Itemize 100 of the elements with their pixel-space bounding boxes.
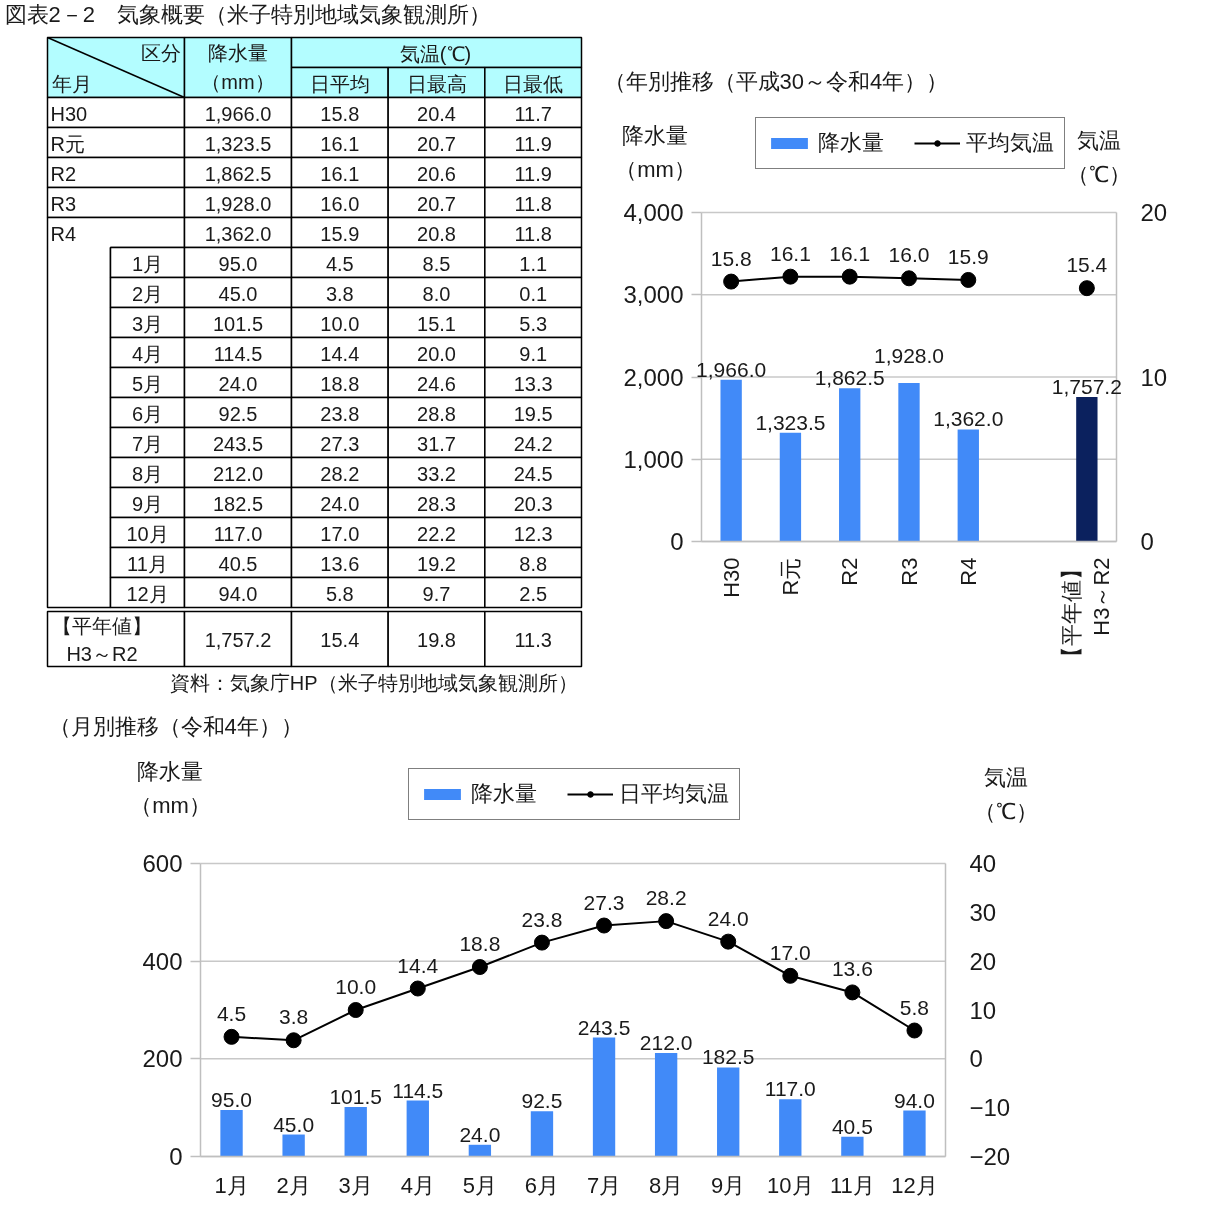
data-label: 114.5 — [392, 1078, 444, 1102]
data-label: 95.0 — [218, 252, 258, 275]
data-label: 40.5 — [218, 552, 258, 575]
x-tick-label: 5月 — [462, 1172, 498, 1198]
y2-tick-label: 40 — [969, 850, 997, 877]
legend-label: 降水量 — [470, 780, 537, 808]
legend-label: 日平均気温 — [618, 780, 729, 808]
data-label: 15.8 — [710, 246, 752, 270]
y2-tick-label: 3月 — [131, 312, 164, 335]
bar — [717, 1067, 740, 1157]
x-tick-label: 2月 — [276, 1172, 311, 1198]
data-label: 114.5 — [213, 342, 263, 365]
data-label: 19.5 — [513, 402, 553, 425]
y-tick-label: 4,000 — [623, 199, 684, 226]
point — [906, 1022, 923, 1039]
y-axis-title: 降水量（mm） — [130, 759, 211, 818]
y2-axis-title: 気温（℃） — [973, 765, 1038, 824]
data-label: 0.1 — [519, 282, 548, 305]
bar — [903, 1110, 926, 1157]
data-label: 1,362.0 — [933, 407, 1004, 431]
data-label: 17.0 — [769, 940, 811, 964]
x-tick-label: 10月 — [767, 1172, 814, 1198]
y2-axis-title: 気温（℃） — [1066, 128, 1131, 187]
data-label: 20.7 — [417, 132, 456, 155]
data-label: 1,862.5 — [814, 366, 885, 390]
data-label: 5.8 — [325, 582, 354, 605]
data-label: 45.0 — [218, 282, 258, 305]
y2-tick-label: 1月 — [131, 252, 164, 275]
data-label: 14.4 — [320, 342, 360, 365]
data-label: 1,928.0 — [873, 344, 945, 368]
data-label: 16.0 — [320, 192, 360, 215]
x-tick-label: 1月 — [214, 1172, 249, 1198]
data-label: 92.5 — [521, 1089, 563, 1113]
data-label: 17.0 — [320, 522, 360, 545]
data-label: 13.3 — [513, 372, 553, 395]
data-label: 101.5 — [329, 1084, 382, 1108]
point — [223, 1028, 240, 1045]
data-label: 8.0 — [422, 282, 451, 305]
x-tick-label: 9月 — [711, 1172, 746, 1198]
data-label: 20.6 — [417, 162, 456, 185]
data-label: 28.3 — [417, 492, 456, 515]
data-label: 1,966.0 — [696, 357, 767, 381]
y2-tick-label: 10 — [969, 996, 997, 1024]
data-label: 9.7 — [422, 582, 451, 605]
y-axis-title: 年月 — [51, 72, 92, 95]
data-label: 182.5 — [701, 1045, 755, 1069]
data-label: 28.8 — [417, 402, 456, 425]
data-label: 11.8 — [514, 192, 552, 215]
data-label: 19.2 — [417, 552, 456, 575]
bar — [406, 1100, 429, 1157]
point — [720, 933, 737, 950]
point — [347, 1002, 364, 1018]
data-label: 15.1 — [417, 312, 456, 335]
data-label: 1,966.0 — [204, 102, 272, 125]
y-tick-label: H30 — [50, 102, 88, 125]
x-tick-label: R元 — [777, 557, 803, 596]
point — [533, 934, 550, 951]
data-label: 101.5 — [212, 312, 264, 335]
y2-tick-label: 5月 — [131, 372, 164, 395]
data-label: 1,928.0 — [204, 192, 272, 215]
data-label: 45.0 — [273, 1112, 315, 1136]
data-label: 11.7 — [514, 102, 552, 125]
y2-tick-label: 0 — [1140, 528, 1154, 555]
bar — [841, 1136, 864, 1157]
data-label: 24.0 — [459, 1122, 501, 1146]
y-tick-label: R4 — [50, 222, 77, 245]
y2-tick-label: 30 — [969, 898, 997, 926]
x-tick-label: 11月 — [829, 1172, 875, 1198]
data-label: 24.2 — [513, 432, 553, 455]
data-label: 94.0 — [218, 582, 258, 605]
data-label: 243.5 — [212, 432, 264, 455]
data-label: 95.0 — [211, 1088, 252, 1112]
data-label: 28.2 — [320, 462, 360, 485]
data-label: 92.5 — [218, 402, 258, 425]
data-label: 243.5 — [577, 1015, 631, 1039]
bar — [839, 388, 861, 542]
y-tick-label: R2 — [50, 162, 77, 185]
x-tick-label: R2 — [837, 557, 863, 586]
data-label: 15.4 — [1066, 253, 1108, 277]
data-label: 10.0 — [320, 312, 360, 335]
y-axis-title: 降水量（mm） — [615, 123, 696, 182]
y2-tick-label: 9月 — [131, 492, 164, 515]
y2-tick-label: 7月 — [131, 432, 164, 455]
data-label: 8.8 — [519, 552, 548, 575]
point — [285, 1032, 302, 1049]
y2-tick-label: 8月 — [131, 462, 164, 485]
point — [596, 917, 613, 934]
y2-tick-label: 20 — [1140, 199, 1168, 226]
bar — [898, 382, 920, 542]
data-label: 20.8 — [417, 222, 456, 245]
data-label: 8.5 — [422, 252, 451, 275]
data-label: 24.6 — [417, 372, 456, 395]
text: 気温(℃) — [399, 42, 472, 65]
data-label: 24.0 — [320, 492, 360, 515]
data-label: 24.0 — [707, 906, 749, 930]
data-label: 1,862.5 — [204, 162, 272, 185]
x-tick-label: R3 — [896, 557, 922, 586]
data-label: 212.0 — [639, 1030, 693, 1054]
chart-title: （年別推移（平成30～令和4年）） — [603, 69, 949, 94]
data-label: 1,323.5 — [755, 410, 826, 434]
